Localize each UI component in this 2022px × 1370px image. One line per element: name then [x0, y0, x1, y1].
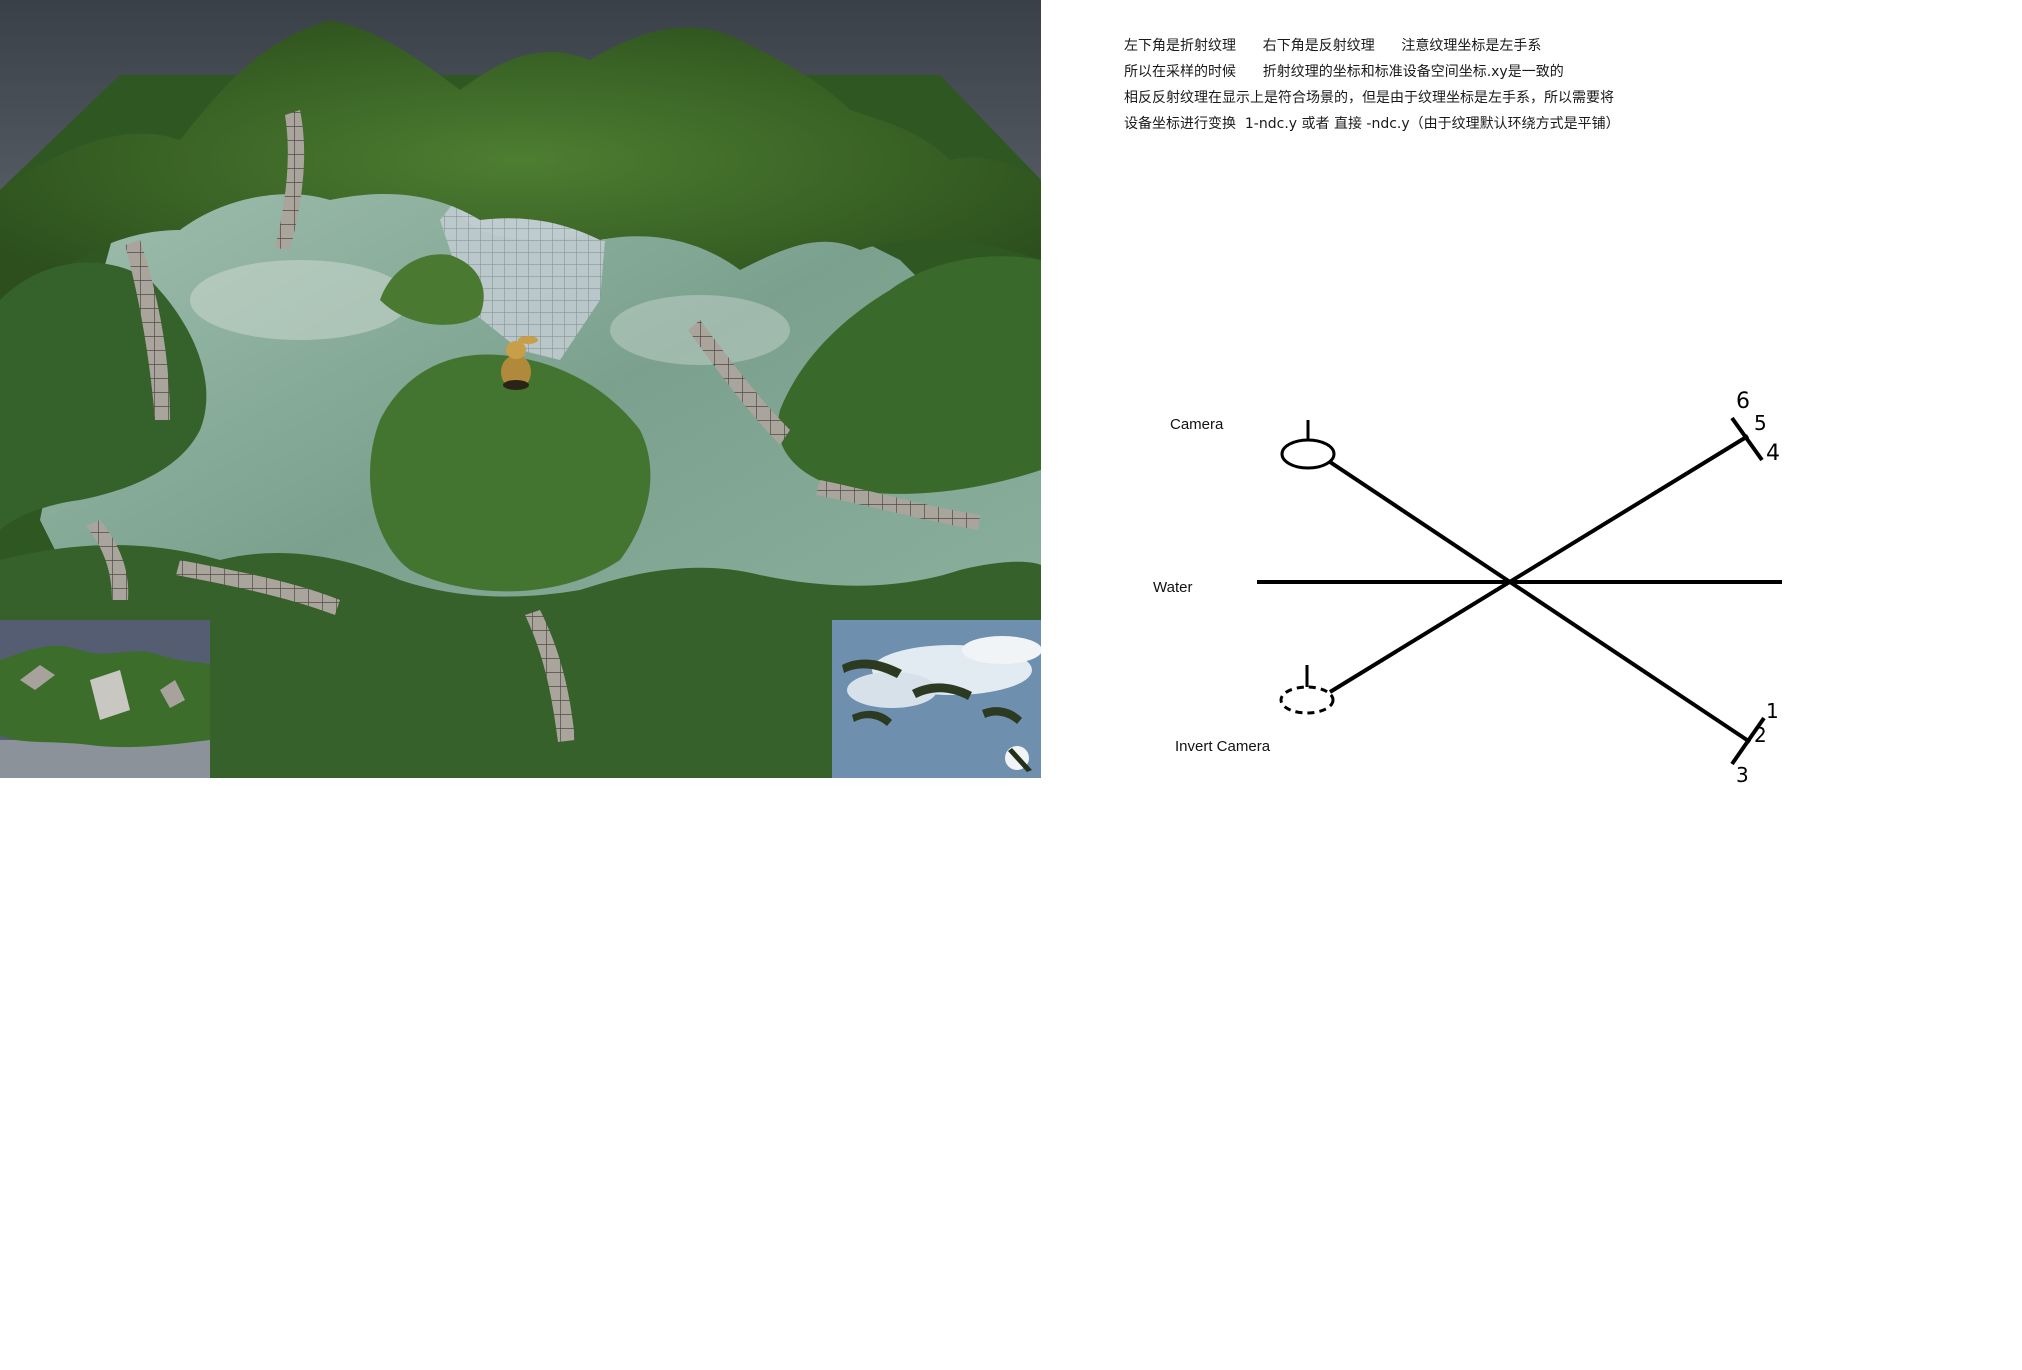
- note-line-3: 相反反射纹理在显示上是符合场景的，但是由于纹理坐标是左手系，所以需要将: [1124, 90, 1614, 106]
- bottom-number-2: 2: [1754, 723, 1767, 747]
- top-number-4: 4: [1766, 441, 1780, 466]
- refraction-texture-image: [0, 620, 210, 778]
- invert-camera-ray: [1328, 434, 1750, 694]
- note-line-4: 设备坐标进行变换 1-ndc.y 或者 直接 -ndc.y（由于纹理默认环绕方式…: [1124, 116, 1620, 132]
- reflection-diagram: 6 5 4 1 2 3 Camera Water Invert Camera: [1100, 370, 1860, 810]
- render-viewport[interactable]: [0, 0, 1041, 778]
- refraction-texture-inset: [0, 620, 210, 778]
- note-line-2: 所以在采样的时候 折射纹理的坐标和标准设备空间坐标.xy是一致的: [1124, 64, 1564, 80]
- top-number-5: 5: [1754, 411, 1767, 435]
- water-label: Water: [1153, 579, 1193, 596]
- bottom-number-1: 1: [1766, 699, 1779, 723]
- invert-camera-shape: [1279, 685, 1335, 715]
- camera-shape: [1280, 438, 1336, 470]
- terrain-scene: [0, 0, 1041, 778]
- explanation-notes: 左下角是折射纹理 右下角是反射纹理 注意纹理坐标是左手系 所以在采样的时候 折射…: [1124, 33, 1620, 137]
- reflection-texture-image: [832, 620, 1041, 778]
- camera-ray: [1328, 460, 1752, 744]
- bottom-number-3: 3: [1736, 763, 1749, 787]
- top-number-6: 6: [1736, 389, 1750, 414]
- note-line-1: 左下角是折射纹理 右下角是反射纹理 注意纹理坐标是左手系: [1124, 38, 1542, 54]
- camera-label: Camera: [1170, 416, 1224, 433]
- invert-camera-label: Invert Camera: [1175, 738, 1271, 755]
- diagram-drawing: 6 5 4 1 2 3: [1257, 389, 1782, 787]
- reflection-texture-inset: [832, 620, 1041, 778]
